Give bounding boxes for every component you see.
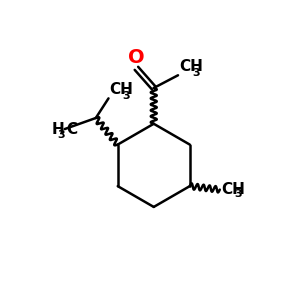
Text: H: H <box>52 122 64 136</box>
Text: O: O <box>128 48 145 67</box>
Text: 3: 3 <box>57 130 64 140</box>
Text: CH: CH <box>221 182 245 197</box>
Text: 3: 3 <box>122 91 130 101</box>
Text: CH: CH <box>109 82 133 97</box>
Text: 3: 3 <box>234 189 242 199</box>
Text: C: C <box>66 122 77 136</box>
Text: CH: CH <box>179 59 203 74</box>
Text: 3: 3 <box>193 68 200 78</box>
